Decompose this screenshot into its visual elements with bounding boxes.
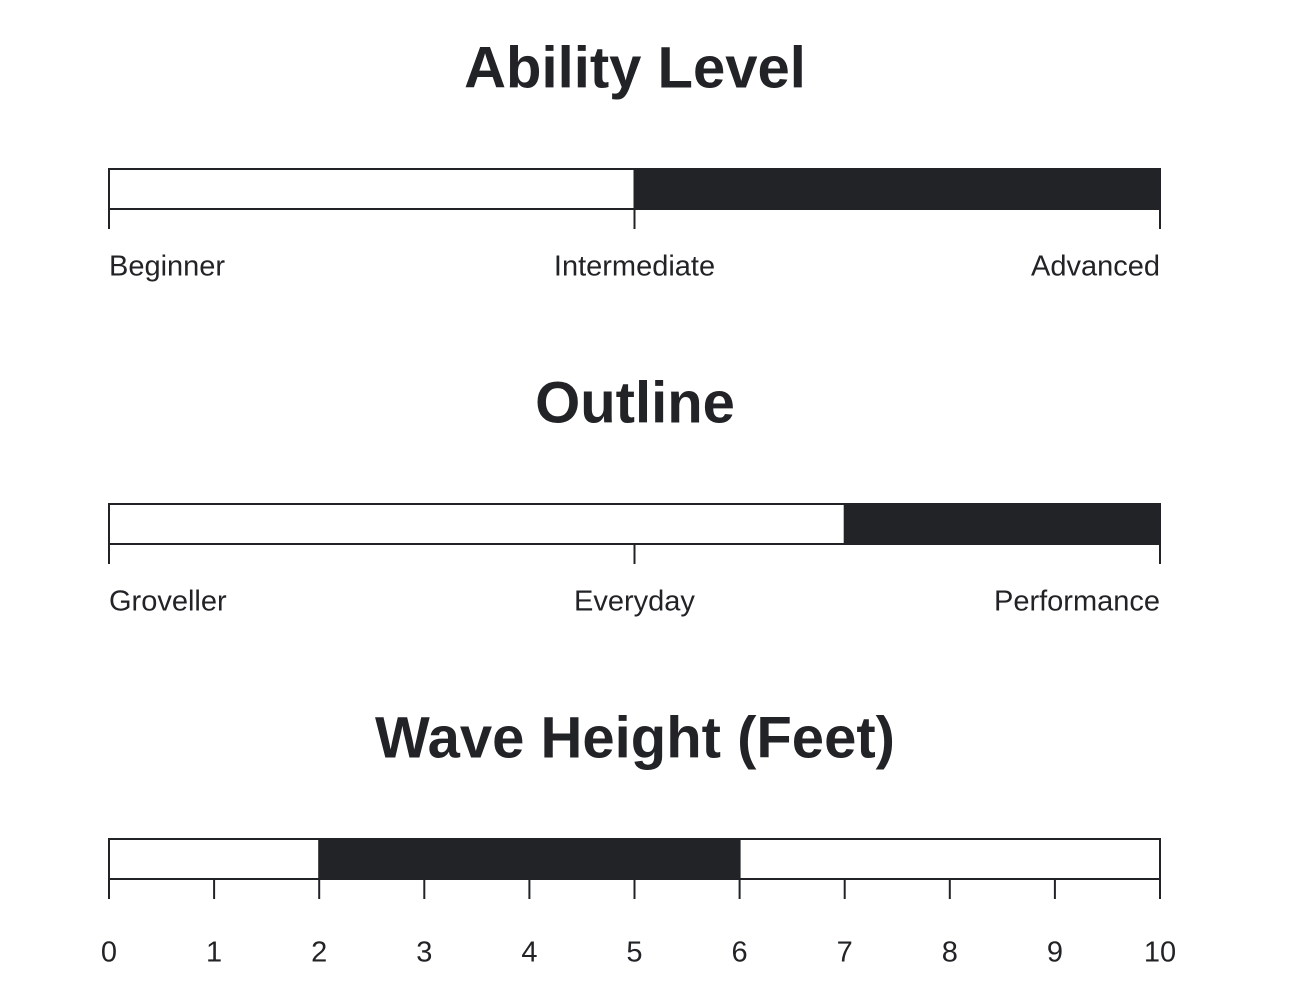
range-fill [318, 838, 741, 880]
tick-label: Intermediate [554, 251, 715, 283]
tick-label: 8 [942, 937, 958, 969]
tick-label: 5 [626, 937, 642, 969]
chart-title: Outline [535, 370, 735, 435]
tick-label: Groveller [109, 586, 227, 618]
chart-title: Wave Height (Feet) [375, 705, 895, 770]
tick-label: 3 [416, 937, 432, 969]
range-fill [843, 503, 1161, 545]
tick-label: 1 [206, 937, 222, 969]
tick-label: 6 [732, 937, 748, 969]
tick-label: 10 [1144, 937, 1176, 969]
tick-label: 7 [837, 937, 853, 969]
tick-label: 2 [311, 937, 327, 969]
range-fill [633, 168, 1161, 210]
chart-title: Ability Level [464, 35, 806, 100]
tick-label: Beginner [109, 251, 225, 283]
tick-label: 0 [101, 937, 117, 969]
tick-label: Advanced [1031, 251, 1160, 283]
tick-label: 9 [1047, 937, 1063, 969]
tick-label: 4 [521, 937, 537, 969]
tick-label: Performance [994, 586, 1160, 618]
tick-label: Everyday [574, 586, 695, 618]
